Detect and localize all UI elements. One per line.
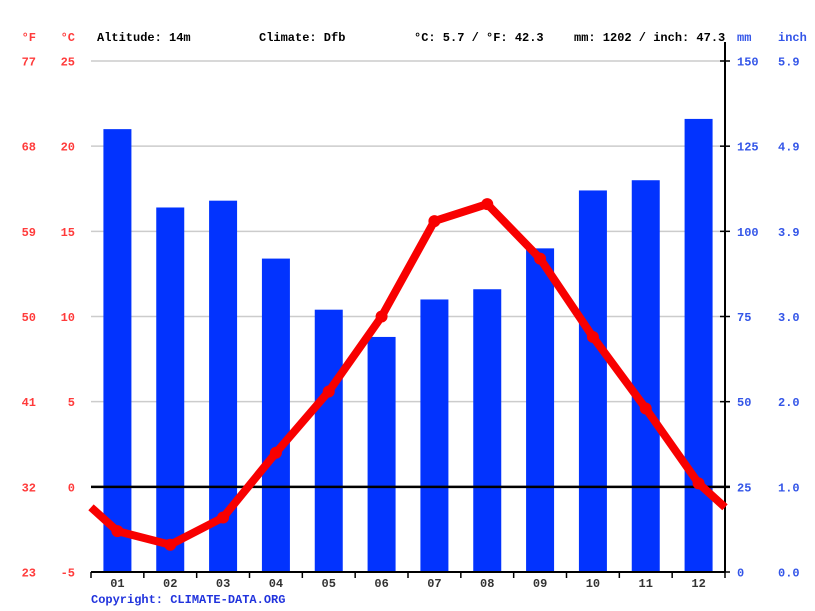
temperature-point-09 (534, 252, 547, 265)
bar-month-02 (156, 207, 185, 572)
temperature-point-01 (111, 525, 124, 538)
temperature-point-12 (692, 477, 705, 490)
month-label-03: 03 (216, 577, 230, 591)
left-axis-unit-celsius: °C (60, 31, 75, 45)
mm-tick-label: 100 (737, 226, 759, 240)
bar-month-07 (420, 299, 449, 572)
temperature-point-02 (164, 538, 177, 551)
bar-month-01 (103, 129, 132, 572)
inch-tick-label: 4.9 (778, 141, 800, 155)
fahrenheit-tick-label: 41 (22, 396, 36, 410)
right-axis-unit-inch: inch (778, 31, 807, 45)
celsius-tick-label: 20 (61, 141, 75, 155)
inch-tick-label: 3.9 (778, 226, 800, 240)
temperature-point-05 (322, 385, 335, 398)
fahrenheit-tick-label: 50 (22, 311, 36, 325)
temperature-point-10 (586, 330, 599, 343)
bar-month-06 (367, 336, 396, 572)
bar-month-09 (526, 248, 555, 572)
celsius-tick-label: 5 (68, 396, 75, 410)
mm-tick-label: 125 (737, 141, 759, 155)
month-label-02: 02 (163, 577, 177, 591)
month-label-11: 11 (639, 577, 653, 591)
bar-month-12 (684, 118, 713, 572)
fahrenheit-tick-label: 68 (22, 141, 36, 155)
altitude-label: Altitude: 14m (97, 31, 191, 45)
temperature-point-03 (217, 511, 230, 524)
copyright-line: Copyright: CLIMATE-DATA.ORG (91, 593, 285, 607)
inch-tick-label: 2.0 (778, 396, 800, 410)
mm-tick-label: 150 (737, 56, 759, 70)
copyright-link[interactable]: CLIMATE-DATA.ORG (170, 593, 286, 607)
inch-tick-label: 0.0 (778, 567, 800, 581)
bar-month-05 (314, 309, 343, 572)
month-label-12: 12 (691, 577, 705, 591)
mm-tick-label: 75 (737, 311, 751, 325)
celsius-tick-label: 15 (61, 226, 75, 240)
average-temperature-label: °C: 5.7 / °F: 42.3 (414, 31, 544, 45)
fahrenheit-tick-label: 23 (22, 567, 36, 581)
month-label-05: 05 (322, 577, 336, 591)
mm-tick-label: 0 (737, 567, 744, 581)
mm-tick-label: 25 (737, 481, 751, 495)
right-axis-unit-mm: mm (737, 31, 752, 45)
celsius-tick-label: 10 (61, 311, 75, 325)
month-label-04: 04 (269, 577, 283, 591)
celsius-tick-label: 0 (68, 481, 75, 495)
copyright-label: Copyright: (91, 593, 171, 607)
bar-month-04 (261, 258, 290, 572)
bar-month-10 (578, 190, 607, 572)
temperature-point-06 (375, 310, 388, 323)
month-label-10: 10 (586, 577, 600, 591)
temperature-point-08 (481, 198, 494, 211)
fahrenheit-tick-label: 59 (22, 226, 36, 240)
month-label-08: 08 (480, 577, 494, 591)
mm-tick-label: 50 (737, 396, 751, 410)
inch-tick-label: 1.0 (778, 481, 800, 495)
temperature-point-07 (428, 215, 441, 228)
temperature-point-04 (269, 446, 282, 459)
temperature-line (88, 200, 728, 549)
month-label-07: 07 (427, 577, 441, 591)
climate-zone-label: Climate: Dfb (259, 31, 346, 45)
month-label-09: 09 (533, 577, 547, 591)
left-axis-unit-fahrenheit: °F (21, 31, 36, 45)
temperature-point-11 (639, 402, 652, 415)
total-precipitation-label: mm: 1202 / inch: 47.3 (574, 31, 726, 45)
month-label-01: 01 (110, 577, 124, 591)
month-label-06: 06 (374, 577, 388, 591)
bar-month-11 (631, 180, 660, 572)
celsius-tick-label: 25 (61, 56, 75, 70)
celsius-tick-label: -5 (61, 567, 75, 581)
inch-tick-label: 5.9 (778, 56, 800, 70)
fahrenheit-tick-label: 77 (22, 56, 36, 70)
bar-month-08 (473, 289, 502, 572)
inch-tick-label: 3.0 (778, 311, 800, 325)
fahrenheit-tick-label: 32 (22, 481, 36, 495)
